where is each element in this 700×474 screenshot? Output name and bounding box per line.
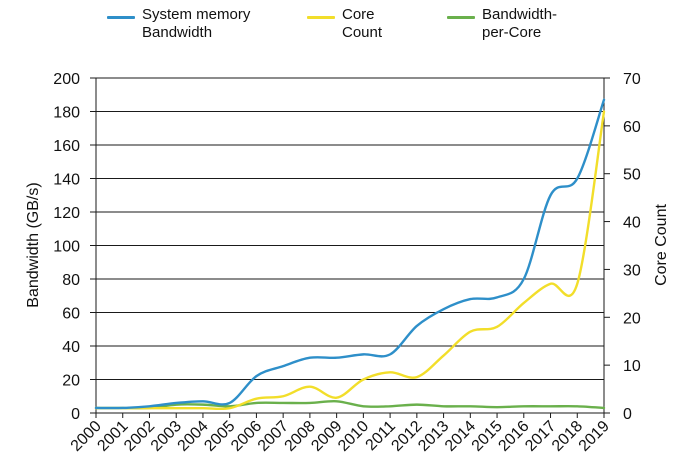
x-tick-label: 2005: [201, 418, 238, 455]
right-tick-label: 30: [623, 262, 641, 279]
left-tick-label: 0: [71, 406, 80, 423]
x-tick-label: 2015: [469, 418, 506, 455]
right-axis-ticks: 0 10 20 30 40 50 60 70: [604, 71, 641, 423]
left-tick-label: 120: [53, 205, 80, 222]
legend-item-core-count: Core Count: [307, 6, 382, 42]
x-tick-label: 2009: [308, 418, 345, 455]
legend-label-core-count: Core Count: [342, 6, 383, 41]
left-tick-label: 80: [62, 272, 80, 289]
chart-legend: System memory Bandwidth Core Count Bandw…: [0, 6, 700, 56]
left-tick-label: 60: [62, 306, 80, 323]
x-tick-label: 2013: [415, 418, 452, 455]
left-tick-label: 160: [53, 138, 80, 155]
x-axis-ticks: 2000200120022003200420052006200720082009…: [68, 413, 613, 455]
right-tick-label: 0: [623, 406, 632, 423]
series-lines: [94, 98, 606, 411]
right-tick-label: 70: [623, 71, 641, 88]
series-line-core-count: [94, 110, 606, 411]
x-tick-label: 2000: [68, 418, 105, 455]
x-tick-label: 2017: [522, 418, 559, 455]
x-tick-label: 2003: [148, 418, 185, 455]
legend-item-system-memory-bandwidth: System memory Bandwidth: [107, 6, 250, 42]
left-tick-label: 40: [62, 339, 80, 356]
y-axis-label: Bandwidth (GB/s): [25, 182, 42, 307]
right-tick-label: 20: [623, 310, 641, 327]
series-line-bandwidth-per-core: [94, 399, 606, 410]
y2-axis-label: Core Count: [653, 204, 670, 286]
left-tick-label: 140: [53, 172, 80, 189]
x-tick-label: 2008: [282, 418, 319, 455]
x-tick-label: 2001: [94, 418, 131, 455]
right-tick-label: 40: [623, 215, 641, 232]
x-tick-label: 2007: [255, 418, 292, 455]
x-tick-label: 2016: [495, 418, 532, 455]
left-tick-label: 100: [53, 239, 80, 256]
x-tick-label: 2006: [228, 418, 265, 455]
legend-label-bandwidth-per-core: Bandwidth- per-Core: [482, 6, 558, 41]
legend-item-bandwidth-per-core: Bandwidth- per-Core: [447, 6, 557, 42]
x-tick-label: 2019: [576, 418, 613, 455]
series-line-system-memory-bandwidth: [94, 98, 606, 410]
legend-swatch-bandwidth-per-core: [447, 16, 475, 19]
x-tick-label: 2018: [549, 418, 586, 455]
legend-swatch-system-memory-bandwidth: [107, 16, 135, 19]
right-tick-label: 60: [623, 119, 641, 136]
x-tick-label: 2014: [442, 418, 479, 455]
x-tick-label: 2004: [175, 418, 212, 455]
legend-label-system-memory-bandwidth: System memory Bandwidth: [142, 6, 251, 41]
x-tick-label: 2012: [388, 418, 425, 455]
left-axis-ticks: 0 20 40 60 80 100 120 140 160 180 200: [53, 71, 96, 423]
grid-lines: [96, 77, 604, 414]
right-tick-label: 10: [623, 358, 641, 375]
left-tick-label: 20: [62, 373, 80, 390]
legend-swatch-core-count: [307, 16, 335, 19]
x-tick-label: 2010: [335, 418, 372, 455]
left-tick-label: 200: [53, 71, 80, 88]
x-tick-label: 2002: [121, 418, 158, 455]
left-tick-label: 180: [53, 105, 80, 122]
right-tick-label: 50: [623, 167, 641, 184]
